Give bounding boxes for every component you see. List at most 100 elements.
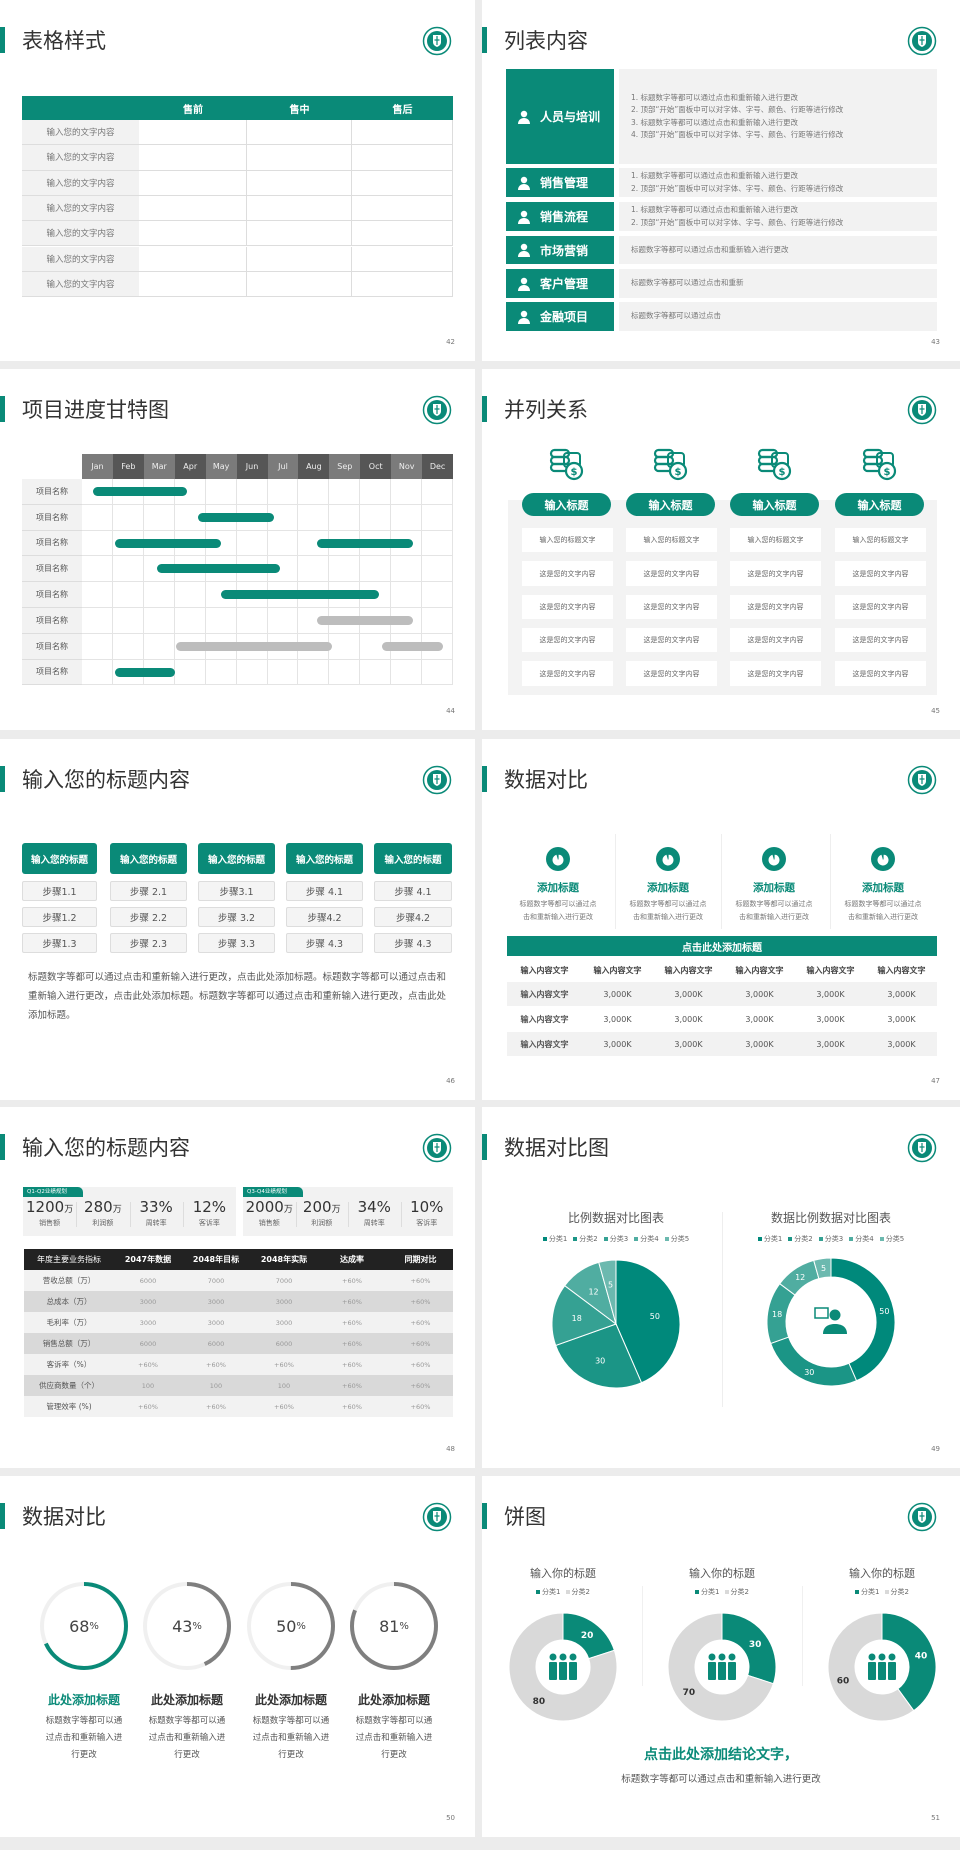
icon-head [520, 210, 528, 217]
content-cell[interactable]: 这是您的文字内容 [626, 595, 717, 619]
person-head [878, 1653, 886, 1661]
table-cell: 100 [209, 1381, 223, 1390]
content-cell[interactable]: 输入您的标题文字 [522, 528, 613, 552]
list-item-4[interactable]: 市场营销 [506, 236, 614, 264]
step-box[interactable]: 步骤1.3 [22, 933, 97, 953]
description-paragraph: 标题数字等都可以通过点击和重新输入进行更改，点击此处添加标题。标题数字等都可以通… [28, 972, 447, 1021]
content-cell[interactable]: 这是您的文字内容 [522, 661, 613, 686]
table-cell[interactable] [139, 195, 247, 222]
task-label: 项目名称 [22, 633, 82, 660]
row-label-cell[interactable]: 输入您的文字内容 [22, 221, 139, 247]
step-header[interactable]: 输入您的标题 [374, 843, 452, 874]
content-cell[interactable]: 输入您的标题文字 [730, 528, 821, 552]
step-header[interactable]: 输入您的标题 [198, 843, 275, 874]
gantt-bar-planned[interactable] [316, 616, 413, 625]
table-cell[interactable] [247, 221, 352, 247]
column-title-pill[interactable]: 输入标题 [835, 493, 924, 516]
table-cell[interactable] [247, 170, 352, 196]
gantt-bar-active[interactable] [157, 564, 280, 574]
table-cell[interactable] [352, 170, 453, 196]
content-cell[interactable]: 这是您的文字内容 [835, 628, 926, 652]
content-cell[interactable]: 输入您的标题文字 [626, 528, 717, 552]
gantt-bar-active[interactable] [316, 538, 413, 548]
table-cell[interactable] [352, 120, 453, 146]
column-title-pill[interactable]: 输入标题 [522, 493, 611, 516]
step-header[interactable]: 输入您的标题 [22, 843, 97, 874]
person-head [708, 1653, 716, 1661]
content-cell[interactable]: 这是您的文字内容 [626, 561, 717, 586]
step-box[interactable]: 步骤 3.2 [198, 907, 275, 927]
table-cell[interactable] [139, 221, 247, 247]
gantt-bar-active[interactable] [221, 590, 379, 600]
list-item-6[interactable]: 金融项目 [506, 302, 614, 331]
kpi-value: 2000万 [243, 1198, 296, 1218]
table-cell[interactable] [352, 246, 453, 272]
feature-desc: 击和重新输入进行更改 [739, 912, 809, 921]
table-cell[interactable] [352, 271, 453, 298]
row-label-cell[interactable]: 输入您的文字内容 [22, 195, 139, 222]
table-cell[interactable] [139, 120, 247, 146]
content-cell[interactable]: 这是您的文字内容 [730, 661, 821, 686]
table-cell[interactable] [352, 221, 453, 247]
step-box[interactable]: 步骤 4.1 [286, 881, 363, 901]
content-cell[interactable]: 这是您的文字内容 [626, 661, 717, 686]
step-box[interactable]: 步骤 4.3 [374, 933, 452, 953]
month-header: Jul [267, 454, 299, 479]
step-box[interactable]: 步骤1.1 [22, 881, 97, 901]
step-box[interactable]: 步骤 2.2 [110, 907, 187, 927]
step-header[interactable]: 输入您的标题 [286, 843, 363, 874]
content-cell[interactable]: 这是您的文字内容 [730, 595, 821, 619]
content-cell[interactable]: 这是您的文字内容 [730, 561, 821, 586]
step-box[interactable]: 步骤4.2 [374, 907, 452, 927]
content-cell[interactable]: 这是您的文字内容 [835, 661, 926, 686]
gantt-bar-active[interactable] [197, 512, 274, 522]
step-box[interactable]: 步骤4.2 [286, 907, 363, 927]
gantt-bar-planned[interactable] [175, 641, 333, 651]
row-label-cell[interactable]: 输入您的文字内容 [22, 271, 139, 298]
table-cell[interactable] [247, 271, 352, 298]
table-cell[interactable] [139, 170, 247, 196]
row-label-cell[interactable]: 输入您的文字内容 [22, 246, 139, 272]
content-cell[interactable]: 输入您的标题文字 [835, 528, 926, 552]
step-box[interactable]: 步骤 3.3 [198, 933, 275, 953]
table-cell[interactable] [139, 246, 247, 272]
content-cell[interactable]: 这是您的文字内容 [835, 595, 926, 619]
column-title-pill[interactable]: 输入标题 [730, 493, 819, 516]
list-item-2[interactable]: 销售管理 [506, 168, 614, 197]
list-item-3[interactable]: 销售流程 [506, 202, 614, 231]
table-cell[interactable] [352, 195, 453, 222]
feature-title: 添加标题 [647, 881, 689, 894]
gantt-bar-active[interactable] [92, 487, 188, 496]
row-label-cell[interactable]: 输入您的文字内容 [22, 170, 139, 196]
gantt-bar-planned[interactable] [381, 641, 443, 651]
step-header[interactable]: 输入您的标题 [110, 843, 187, 874]
gantt-bar-active[interactable] [115, 667, 175, 677]
content-cell[interactable]: 这是您的文字内容 [626, 628, 717, 652]
table-cell[interactable] [247, 195, 352, 222]
step-box[interactable]: 步骤1.2 [22, 907, 97, 927]
step-box[interactable]: 步骤 4.1 [374, 881, 452, 901]
table-cell[interactable] [352, 145, 453, 171]
list-item-1[interactable]: 人员与培训 [506, 69, 614, 164]
table-cell[interactable] [247, 145, 352, 171]
gantt-bar-active[interactable] [115, 538, 222, 548]
content-cell[interactable]: 这是您的文字内容 [835, 561, 926, 586]
column-title-pill[interactable]: 输入标题 [626, 493, 715, 516]
content-cell[interactable]: 这是您的文字内容 [522, 561, 613, 586]
step-box[interactable]: 步骤 2.3 [110, 933, 187, 953]
content-cell[interactable]: 这是您的文字内容 [730, 628, 821, 652]
table-cell[interactable] [247, 120, 352, 146]
table-cell[interactable] [247, 246, 352, 272]
table-cell: +60% [206, 1402, 226, 1411]
row-label-cell[interactable]: 输入您的文字内容 [22, 120, 139, 146]
table-cell[interactable] [139, 145, 247, 171]
table-cell[interactable] [139, 271, 247, 298]
content-cell[interactable]: 这是您的文字内容 [522, 628, 613, 652]
content-cell[interactable]: 这是您的文字内容 [522, 595, 613, 619]
row-label-cell[interactable]: 输入您的文字内容 [22, 145, 139, 171]
step-box[interactable]: 步骤 4.3 [286, 933, 363, 953]
list-item-5[interactable]: 客户管理 [506, 269, 614, 298]
table-banner[interactable]: 点击此处添加标题 [507, 936, 937, 956]
step-box[interactable]: 步骤3.1 [198, 881, 275, 901]
step-box[interactable]: 步骤 2.1 [110, 881, 187, 901]
